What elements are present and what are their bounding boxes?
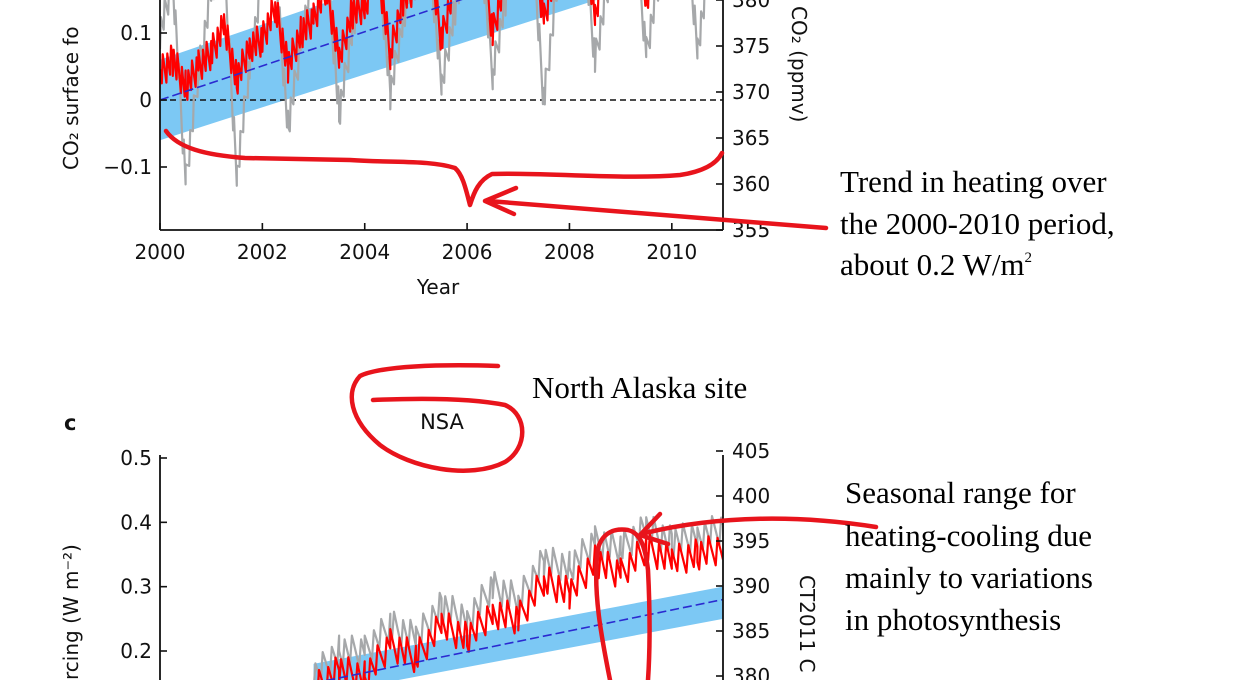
top-y-tick-left-label: 0 [139, 88, 152, 112]
top-trend-line [160, 0, 463, 101]
top-y-tick-right-label: 370 [732, 80, 770, 104]
seasonal-loop [593, 527, 652, 680]
trend-annotation: Trend in heating over the 2000-2010 peri… [840, 164, 1115, 282]
top-series-gray [160, 0, 706, 187]
top-y-tick-right-label: 360 [732, 172, 770, 196]
seasonal-annotation-line-3: mainly to variations [845, 560, 1093, 595]
seasonal-arrow-shaft [642, 516, 879, 536]
trend-arrow-head [482, 185, 519, 217]
bot-y-tick-right-label: 395 [732, 529, 770, 553]
top-y-ticks-left: 0.1 0 −0.1 [103, 21, 167, 179]
bot-y-tick-right-label: 400 [732, 484, 770, 508]
top-x-tick-label: 2002 [237, 240, 288, 264]
bottom-chart: 0.5 0.4 0.3 0.2 405 400 395 390 385 380 rcing (W… [59, 410, 819, 680]
top-y-tick-left-label: −0.1 [103, 155, 152, 179]
trend-brace [163, 128, 725, 208]
top-series-red [160, 0, 650, 101]
seasonal-annotation-line-2: heating-cooling due [845, 518, 1092, 553]
site-label: NSA [420, 410, 464, 434]
site-annotation: North Alaska site [532, 370, 747, 405]
nsa-loop [349, 363, 525, 473]
trend-arrow-shaft [485, 198, 829, 231]
top-x-tick-label: 2006 [442, 240, 493, 264]
top-x-ticks: 2000 2002 2004 2006 2008 2010 [135, 223, 697, 264]
top-x-tick-label: 2008 [544, 240, 595, 264]
top-y-tick-right-label: 365 [732, 126, 770, 150]
seasonal-annotation-line-4: in photosynthesis [845, 602, 1061, 637]
top-chart: 2000 2002 2004 2006 2008 2010 0.1 0 −0.1 380 375… [59, 0, 811, 299]
bot-y-tick-right-label: 385 [732, 619, 770, 643]
top-y-tick-right-label: 380 [732, 0, 770, 12]
seasonal-annotation-line-1: Seasonal range for [845, 475, 1076, 510]
top-series-layer [160, 0, 706, 187]
bottom-y-axis-title-left: rcing (W m⁻²) [59, 544, 83, 680]
bot-y-tick-left-label: 0.5 [120, 446, 152, 470]
trend-annotation-line-3-text: about 0.2 W/m [840, 247, 1025, 282]
top-y-tick-right-label: 375 [732, 34, 770, 58]
top-x-tick-label: 2004 [339, 240, 390, 264]
seasonal-annotation: Seasonal range for heating-cooling due m… [845, 475, 1093, 637]
annotation-ink [163, 128, 879, 680]
top-y-axis-title-right: CO₂ (ppmv) [787, 6, 811, 122]
bot-y-tick-right-label: 405 [732, 439, 770, 463]
top-x-tick-label: 2010 [646, 240, 697, 264]
trend-annotation-line-2: the 2000-2010 period, [840, 206, 1115, 241]
bot-y-tick-left-label: 0.4 [120, 510, 152, 534]
bot-y-tick-left-label: 0.3 [120, 575, 152, 599]
panel-letter: c [64, 411, 76, 435]
top-y-axis-title-left: CO₂ surface fo [59, 26, 83, 170]
bottom-y-axis-title-right: CT2011 C [795, 575, 819, 672]
bottom-y-ticks-right: 405 400 395 390 385 380 [716, 439, 770, 680]
trend-annotation-unit-superscript: 2 [1025, 250, 1033, 266]
seasonal-arrow-head [637, 511, 671, 547]
bot-y-tick-right-label: 380 [732, 664, 770, 680]
trend-annotation-line-3: about 0.2 W/m2 [840, 247, 1032, 282]
bottom-trend-line [325, 598, 723, 680]
bottom-y-ticks-left: 0.5 0.4 0.3 0.2 [120, 446, 167, 663]
top-y-tick-left-label: 0.1 [120, 21, 152, 45]
bot-series-red [317, 533, 723, 680]
top-x-tick-label: 2000 [135, 240, 186, 264]
bot-y-tick-right-label: 390 [732, 574, 770, 598]
top-x-axis-title: Year [416, 275, 460, 299]
bot-y-tick-left-label: 0.2 [120, 639, 152, 663]
trend-annotation-line-1: Trend in heating over [840, 164, 1107, 199]
